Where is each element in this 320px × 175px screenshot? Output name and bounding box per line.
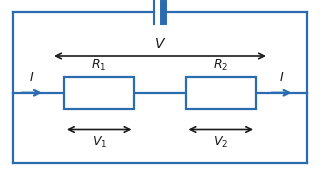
Bar <box>64 77 134 108</box>
Text: $V_2$: $V_2$ <box>213 135 228 150</box>
Text: $V_1$: $V_1$ <box>92 135 107 150</box>
Text: $R_2$: $R_2$ <box>213 58 228 74</box>
Text: $R_1$: $R_1$ <box>92 58 107 74</box>
Text: $I$: $I$ <box>279 71 284 84</box>
Bar <box>186 77 256 108</box>
Text: $V$: $V$ <box>154 37 166 51</box>
Text: $I$: $I$ <box>29 71 35 84</box>
